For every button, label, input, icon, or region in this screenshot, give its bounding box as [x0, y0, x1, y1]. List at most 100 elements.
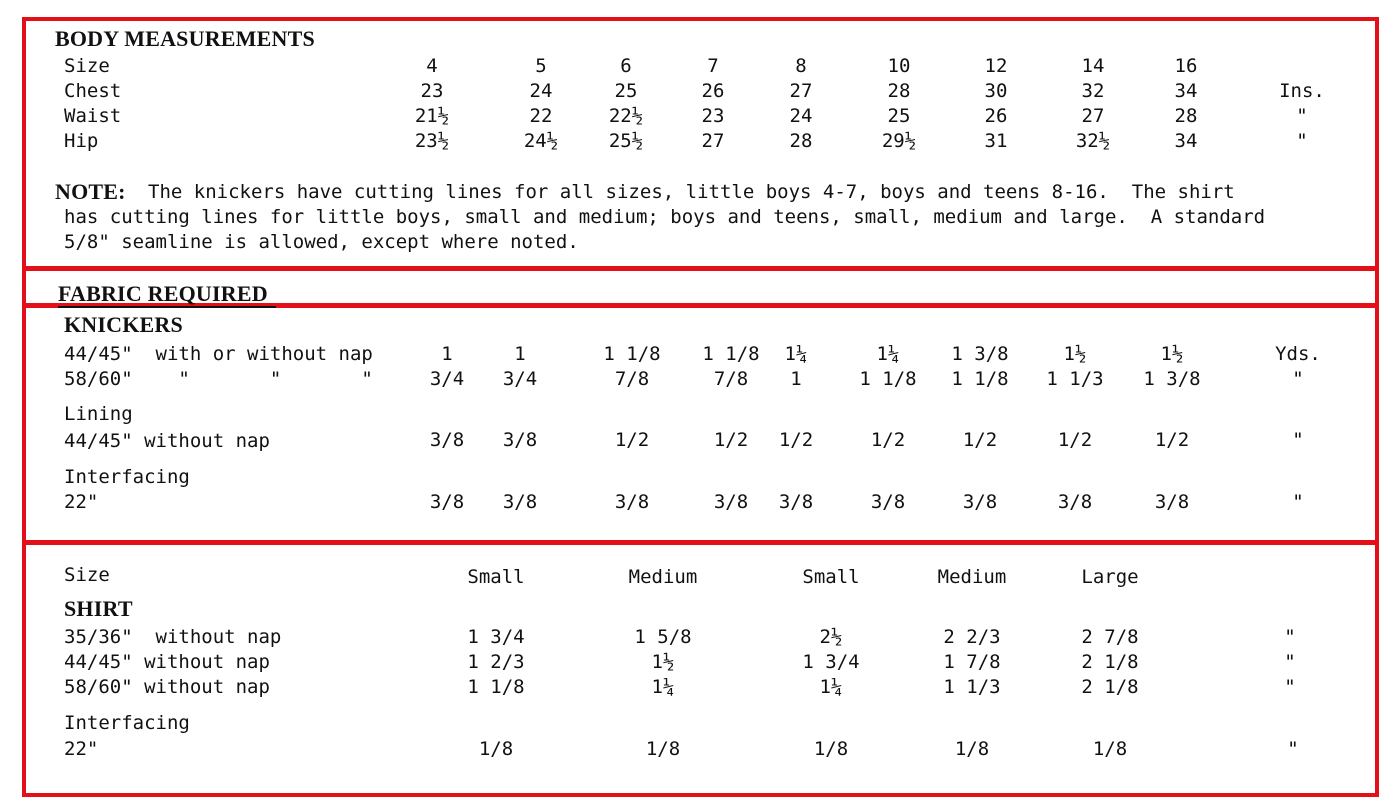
- row-label: 44/45" without nap: [64, 430, 270, 452]
- row-label: Hip: [64, 130, 99, 152]
- size-header: Large: [1081, 566, 1139, 588]
- shirt-frame: [22, 540, 1379, 797]
- row-label: 22": [64, 491, 99, 513]
- cell-value: 3/4: [502, 368, 538, 390]
- cell-value: 25: [887, 105, 911, 127]
- cell-value: 23½: [414, 130, 450, 152]
- note-label: NOTE:: [55, 179, 126, 204]
- note-line-1: The knickers have cutting lines for all …: [148, 181, 1235, 203]
- cell-value: 3/8: [962, 491, 998, 513]
- cell-value: 1 7/8: [943, 651, 1001, 673]
- cell-value: 8: [795, 55, 807, 77]
- row-label: 35/36" without nap: [64, 626, 282, 648]
- cell-value: 2 2/3: [943, 626, 1001, 648]
- cell-value: 24½: [523, 130, 559, 152]
- unit: ": [1284, 651, 1296, 673]
- cell-value: 3/8: [870, 491, 906, 513]
- cell-value: 24: [789, 105, 813, 127]
- unit: ": [1296, 105, 1308, 127]
- cell-value: 1½: [1160, 343, 1184, 365]
- cell-value: 2 7/8: [1081, 626, 1139, 648]
- cell-value: 3/8: [614, 491, 650, 513]
- cell-value: 23: [420, 80, 444, 102]
- cell-value: 26: [701, 80, 725, 102]
- cell-value: 1/2: [870, 429, 906, 451]
- cell-value: 1 5/8: [634, 626, 692, 648]
- shirt-title: SHIRT: [64, 596, 133, 621]
- cell-value: 27: [701, 130, 725, 152]
- cell-value: 1 3/4: [802, 651, 860, 673]
- unit: ": [1284, 676, 1296, 698]
- row-label: 58/60" without nap: [64, 676, 270, 698]
- cell-value: 3/8: [502, 429, 538, 451]
- cell-value: 26: [984, 105, 1008, 127]
- row-label: Waist: [64, 105, 122, 127]
- cell-value: 1½: [1063, 343, 1087, 365]
- cell-value: 27: [789, 80, 813, 102]
- row-label: 58/60" " " ": [64, 368, 373, 390]
- cell-value: 1 1/3: [1046, 368, 1104, 390]
- cell-value: 10: [887, 55, 911, 77]
- cell-value: 1/2: [1154, 429, 1190, 451]
- cell-value: 2 1/8: [1081, 676, 1139, 698]
- cell-value: 1¼: [819, 676, 843, 698]
- row-label: 44/45" with or without nap: [64, 343, 373, 365]
- row-label: 44/45" without nap: [64, 651, 270, 673]
- cell-value: 28: [789, 130, 813, 152]
- cell-value: 30: [984, 80, 1008, 102]
- lining-title: Lining: [64, 403, 133, 425]
- cell-value: 1¼: [651, 676, 675, 698]
- cell-value: 28: [1174, 105, 1198, 127]
- cell-value: 3/4: [429, 368, 465, 390]
- cell-value: 3/8: [713, 491, 749, 513]
- interfacing-title: Interfacing: [64, 466, 190, 488]
- unit: ": [1287, 738, 1299, 760]
- cell-value: 3/8: [1154, 491, 1190, 513]
- body-measurements-title: BODY MEASUREMENTS: [55, 26, 315, 51]
- cell-value: 7/8: [614, 368, 650, 390]
- unit: ": [1284, 626, 1296, 648]
- cell-value: 32: [1081, 80, 1105, 102]
- row-label: Size: [64, 55, 110, 77]
- row-label: Chest: [64, 80, 122, 102]
- cell-value: 34: [1174, 80, 1198, 102]
- shirt-interfacing-title: Interfacing: [64, 712, 190, 734]
- cell-value: 7: [707, 55, 719, 77]
- cell-value: 6: [620, 55, 632, 77]
- unit: Ins.: [1279, 80, 1325, 102]
- cell-value: 1 1/8: [603, 343, 661, 365]
- cell-value: 3/8: [429, 491, 465, 513]
- cell-value: 3/8: [778, 491, 814, 513]
- cell-value: 1/8: [954, 738, 990, 760]
- cell-value: 1: [790, 368, 802, 390]
- cell-value: 1/2: [713, 429, 749, 451]
- cell-value: 5: [535, 55, 547, 77]
- cell-value: 32½: [1075, 130, 1111, 152]
- cell-value: 1 3/4: [467, 626, 525, 648]
- cell-value: 34: [1174, 130, 1198, 152]
- size-header: Small: [467, 566, 525, 588]
- cell-value: 1/2: [1057, 429, 1093, 451]
- size-header: Medium: [937, 566, 1007, 588]
- cell-value: 28: [887, 80, 911, 102]
- cell-value: 1 3/8: [1143, 368, 1201, 390]
- cell-value: 1 1/8: [467, 676, 525, 698]
- note-line-3: 5/8" seamline is allowed, except where n…: [64, 231, 579, 253]
- cell-value: 21½: [414, 105, 450, 127]
- cell-value: 1 3/8: [951, 343, 1009, 365]
- cell-value: 3/8: [1057, 491, 1093, 513]
- cell-value: 1 1/8: [951, 368, 1009, 390]
- cell-value: 29½: [881, 130, 917, 152]
- cell-value: 23: [701, 105, 725, 127]
- cell-value: 4: [426, 55, 438, 77]
- cell-value: 1½: [651, 651, 675, 673]
- cell-value: 1/8: [645, 738, 681, 760]
- cell-value: 3/8: [429, 429, 465, 451]
- cell-value: 2 1/8: [1081, 651, 1139, 673]
- cell-value: 25: [614, 80, 638, 102]
- row-label: 22": [64, 738, 99, 760]
- cell-value: 1 1/3: [943, 676, 1001, 698]
- cell-value: 1 2/3: [467, 651, 525, 673]
- cell-value: 1 1/8: [859, 368, 917, 390]
- knickers-title: KNICKERS: [64, 312, 183, 337]
